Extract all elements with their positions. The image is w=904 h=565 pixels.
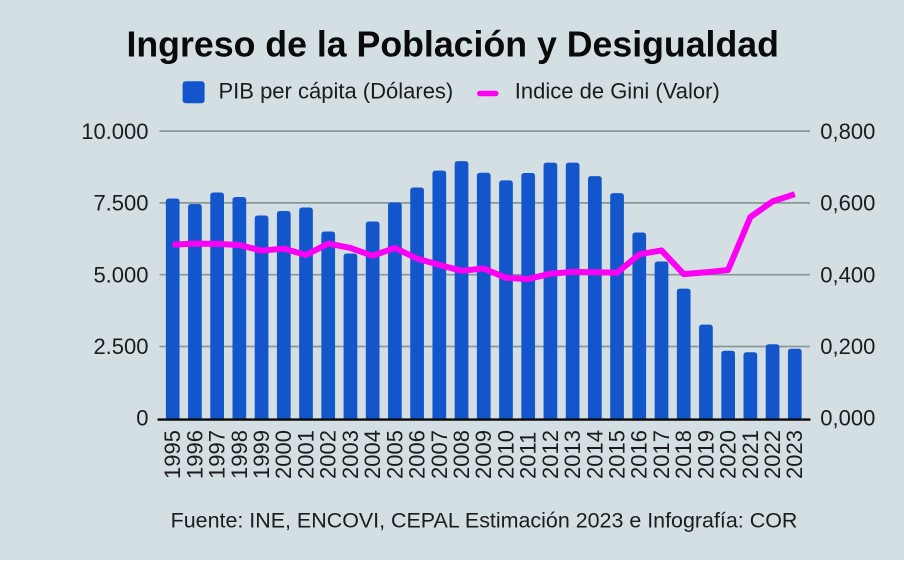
svg-text:2012: 2012 (538, 430, 563, 479)
svg-text:2014: 2014 (582, 430, 607, 479)
svg-text:Fuente: INE, ENCOVI, CEPAL Est: Fuente: INE, ENCOVI, CEPAL Estimación 20… (171, 508, 798, 532)
svg-text:2020: 2020 (716, 430, 741, 479)
svg-text:0,200: 0,200 (820, 334, 875, 359)
svg-text:2013: 2013 (560, 430, 585, 479)
svg-text:2002: 2002 (316, 430, 341, 479)
svg-text:2000: 2000 (271, 430, 296, 479)
svg-text:0,400: 0,400 (820, 262, 875, 287)
svg-text:2001: 2001 (294, 430, 319, 479)
svg-text:PIB per cápita (Dólares): PIB per cápita (Dólares) (219, 79, 454, 104)
svg-text:2003: 2003 (338, 430, 363, 479)
svg-text:2016: 2016 (627, 430, 652, 479)
svg-text:10.000: 10.000 (81, 119, 148, 144)
svg-text:2019: 2019 (693, 430, 718, 479)
svg-text:2005: 2005 (382, 430, 407, 479)
svg-text:2010: 2010 (493, 430, 518, 479)
svg-text:0,600: 0,600 (820, 191, 875, 216)
svg-text:1996: 1996 (182, 430, 207, 479)
svg-text:5.000: 5.000 (93, 262, 148, 287)
svg-text:2017: 2017 (649, 430, 674, 479)
svg-text:1995: 1995 (160, 430, 185, 479)
svg-text:2007: 2007 (427, 430, 452, 479)
svg-text:1997: 1997 (205, 430, 230, 479)
svg-text:2.500: 2.500 (93, 334, 148, 359)
svg-text:Ingreso de la Población y Desi: Ingreso de la Población y Desigualdad (126, 24, 778, 64)
svg-text:2018: 2018 (671, 430, 696, 479)
svg-text:Indice de Gini (Valor): Indice de Gini (Valor) (515, 79, 720, 104)
svg-text:2022: 2022 (760, 430, 785, 479)
svg-text:1998: 1998 (227, 430, 252, 479)
svg-text:0,800: 0,800 (820, 119, 875, 144)
svg-text:2006: 2006 (405, 430, 430, 479)
svg-text:2021: 2021 (738, 430, 763, 479)
svg-text:0: 0 (136, 405, 148, 430)
svg-text:2009: 2009 (471, 430, 496, 479)
svg-text:2011: 2011 (516, 432, 541, 479)
svg-text:2004: 2004 (360, 430, 385, 479)
svg-text:2015: 2015 (605, 430, 630, 479)
svg-text:2008: 2008 (449, 430, 474, 479)
svg-text:2023: 2023 (782, 430, 807, 479)
svg-text:1999: 1999 (249, 430, 274, 479)
svg-text:7.500: 7.500 (93, 191, 148, 216)
svg-text:0,000: 0,000 (820, 405, 875, 430)
